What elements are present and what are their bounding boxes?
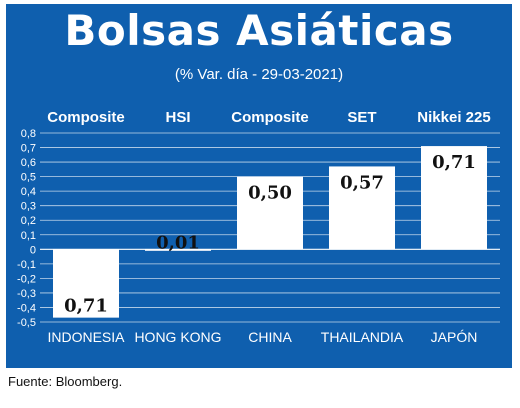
index-name-label: Composite xyxy=(231,109,309,126)
index-name-label: HSI xyxy=(165,109,190,126)
bar xyxy=(237,176,303,250)
index-name-label: Nikkei 225 xyxy=(417,109,490,126)
x-tick-label: HONG KONG xyxy=(134,329,221,345)
bar-chart: -0,5 -0,4 -0,3 -0,2 -0,1 0 0,1 0,2 0,3 0,4 0,5 0,6 0… xyxy=(17,109,500,345)
y-tick-label: 0,7 xyxy=(21,143,36,155)
chart-panel: -0,5 -0,4 -0,3 -0,2 -0,1 0 0,1 0,2 0,3 0,4 0,5 0,6 0… xyxy=(6,4,512,368)
y-tick-label: 0,1 xyxy=(21,230,36,242)
chart-title: Bolsas Asiáticas xyxy=(64,6,454,55)
x-tick-label: INDONESIA xyxy=(47,329,125,345)
data-label: 0,71 xyxy=(64,296,108,317)
x-tick-label: CHINA xyxy=(248,329,292,345)
y-tick-label: -0,2 xyxy=(17,273,36,285)
data-label: 0,71 xyxy=(432,152,476,173)
data-label: 0,57 xyxy=(340,172,384,193)
index-name-label: SET xyxy=(347,109,376,126)
data-label: 0,01 xyxy=(156,232,200,253)
bar xyxy=(145,249,211,251)
x-tick-label: JAPÓN xyxy=(431,329,478,345)
y-tick-label: 0,6 xyxy=(21,157,36,169)
data-label: 0,50 xyxy=(248,183,292,204)
bar xyxy=(53,249,119,318)
x-tick-label: THAILANDIA xyxy=(321,329,404,345)
bar xyxy=(421,146,487,250)
index-name-label: Composite xyxy=(47,109,125,126)
y-tick-label: -0,4 xyxy=(17,302,36,314)
y-tick-label: 0,4 xyxy=(21,186,36,198)
y-tick-label: 0,2 xyxy=(21,215,36,227)
y-tick-label: 0,5 xyxy=(21,172,36,184)
source-note: Fuente: Bloomberg. xyxy=(8,374,123,389)
y-tick-label: 0,8 xyxy=(21,128,36,140)
chart-subtitle: (% Var. día - 29-03-2021) xyxy=(174,66,344,83)
y-tick-label: 0,3 xyxy=(21,201,36,213)
y-tick-label: -0,1 xyxy=(17,259,36,271)
bar xyxy=(329,166,395,250)
y-tick-label: -0,3 xyxy=(17,288,36,300)
y-tick-label: 0 xyxy=(30,244,36,256)
y-tick-label: -0,5 xyxy=(17,317,36,329)
